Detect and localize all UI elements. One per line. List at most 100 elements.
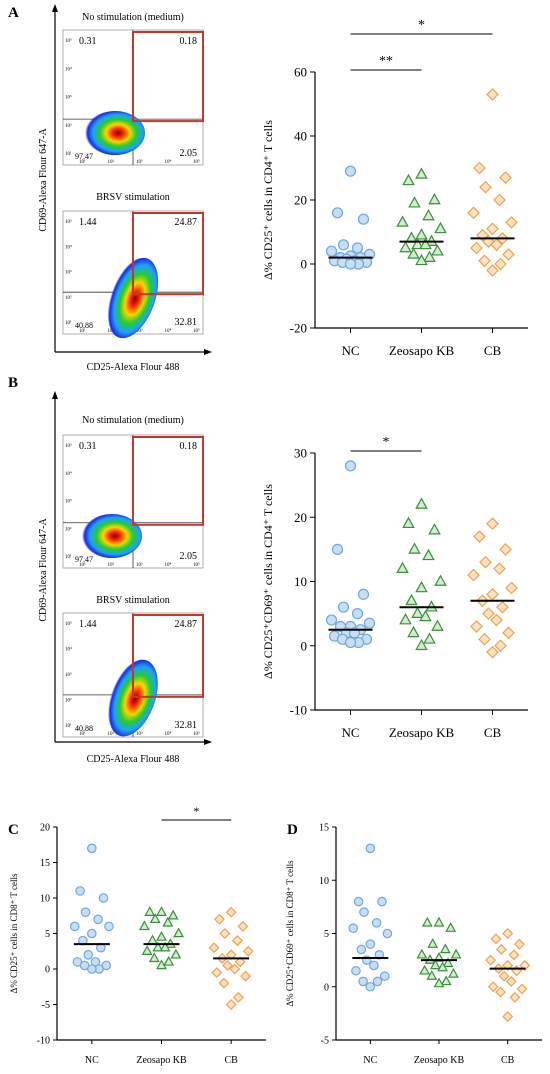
data-point-zeosapo-kb	[427, 938, 439, 948]
data-point-cb	[470, 620, 483, 633]
data-point-cb	[496, 600, 509, 614]
data-point-nc	[374, 949, 385, 960]
data-point-nc	[98, 893, 109, 903]
data-point-zeosapo-kb	[144, 906, 156, 916]
flow-quadrant-ll: 40.88	[75, 724, 93, 733]
x-category-label: CB	[224, 1055, 238, 1066]
flow-quadrant-ll: 97.47	[75, 555, 93, 564]
data-point-nc	[75, 886, 85, 896]
data-point-zeosapo-kb	[416, 948, 428, 959]
x-category-label: CB	[484, 725, 502, 740]
significance-label: **	[379, 54, 393, 69]
data-point-nc	[351, 965, 361, 976]
data-point-zeosapo-kb	[407, 625, 420, 638]
data-point-cb	[478, 254, 491, 268]
data-point-nc	[353, 896, 364, 907]
data-point-cb	[211, 967, 223, 979]
flow-x-arrow	[204, 349, 212, 355]
flow-plot-title: BRSV stimulation	[96, 192, 169, 203]
flow-y-tick-label: 10¹	[65, 554, 72, 560]
data-point-zeosapo-kb	[422, 548, 435, 561]
y-tick-label: -10	[290, 703, 307, 718]
data-point-cb	[490, 933, 502, 945]
flow-x-tick-label: 10⁵	[193, 159, 200, 165]
data-point-zeosapo-kb	[437, 961, 449, 972]
data-point-zeosapo-kb	[419, 609, 432, 622]
flow-x-tick-label: 10³	[136, 731, 143, 737]
flow-y-label: CD69-Alexa Flour 647-A	[38, 518, 49, 622]
flow-quadrant-ul: 1.44	[79, 619, 97, 630]
data-point-cb	[222, 959, 234, 971]
data-point-nc	[69, 921, 80, 932]
data-point-cb	[490, 238, 503, 252]
data-point-cb	[502, 248, 515, 261]
data-point-zeosapo-kb	[415, 228, 428, 240]
flow-y-arrow	[52, 391, 58, 399]
data-point-cb	[493, 193, 506, 207]
data-point-cb	[494, 986, 506, 998]
x-category-label: CB	[501, 1055, 515, 1066]
data-point-cb	[502, 626, 515, 640]
x-category-label: NC	[341, 725, 359, 740]
data-point-cb	[516, 983, 528, 995]
flow-quadrant-ur: 24.87	[175, 619, 198, 630]
data-point-zeosapo-kb	[152, 941, 164, 952]
flow-x-tick-label: 10³	[136, 328, 143, 334]
data-point-zeosapo-kb	[440, 975, 452, 986]
data-point-nc	[358, 976, 368, 987]
data-point-nc	[87, 843, 97, 854]
significance-label: *	[193, 804, 199, 818]
flow-y-tick-label: 10²	[65, 123, 72, 129]
y-tick-label: 10	[319, 876, 329, 887]
y-tick-label: 0	[301, 638, 308, 653]
flow-y-tick-label: 10⁴	[65, 471, 72, 477]
data-point-zeosapo-kb	[447, 967, 459, 978]
flow-quadrant-ll: 97.47	[75, 152, 93, 161]
data-point-cb	[237, 920, 249, 932]
data-point-zeosapo-kb	[423, 250, 436, 262]
flow-y-tick-label: 10⁵	[65, 621, 72, 627]
panel-label-c: C	[8, 822, 19, 838]
data-point-zeosapo-kb	[415, 253, 428, 266]
data-point-zeosapo-kb	[147, 934, 158, 945]
data-point-zeosapo-kb	[428, 523, 441, 535]
data-point-zeosapo-kb	[173, 927, 185, 938]
data-point-cb	[502, 1011, 514, 1023]
data-point-cb	[231, 935, 243, 947]
data-point-nc	[325, 614, 338, 626]
x-category-label: Zeosapo KB	[414, 1055, 465, 1066]
data-point-zeosapo-kb	[445, 922, 457, 932]
flow-y-tick-label: 10⁴	[65, 66, 72, 72]
y-tick-label: -5	[321, 1036, 329, 1047]
y-tick-label: 60	[294, 65, 307, 80]
data-point-zeosapo-kb	[138, 920, 150, 931]
flow-plot-title: No stimulation (medium)	[82, 415, 184, 426]
data-point-cb	[470, 241, 483, 255]
data-point-cb	[225, 906, 237, 918]
y-tick-label: 20	[40, 823, 50, 834]
flow-y-tick-label: 10⁵	[65, 219, 72, 225]
data-point-cb	[486, 264, 499, 277]
data-point-cb	[513, 938, 525, 950]
significance-label: *	[383, 435, 390, 450]
data-point-cb	[511, 965, 523, 977]
data-point-zeosapo-kb	[411, 237, 424, 250]
flow-y-tick-label: 10³	[65, 95, 72, 101]
data-point-cb	[232, 991, 244, 1003]
data-point-cb	[473, 161, 486, 175]
y-tick-label: 30	[294, 446, 307, 461]
data-point-zeosapo-kb	[407, 247, 420, 259]
data-point-zeosapo-kb	[431, 244, 444, 256]
flow-x-tick-label: 10⁴	[165, 159, 172, 165]
flow-density-blob	[82, 514, 142, 558]
flow-x-label: CD25-Alexa Flour 488	[87, 362, 180, 373]
data-point-cb	[479, 180, 492, 194]
flow-x-tick-label: 10¹	[79, 328, 86, 334]
data-point-cb	[486, 645, 499, 659]
data-point-nc	[331, 207, 344, 219]
data-point-nc	[93, 914, 103, 925]
data-point-zeosapo-kb	[399, 241, 412, 253]
data-point-nc	[331, 543, 344, 555]
flow-x-tick-label: 10³	[136, 562, 143, 568]
